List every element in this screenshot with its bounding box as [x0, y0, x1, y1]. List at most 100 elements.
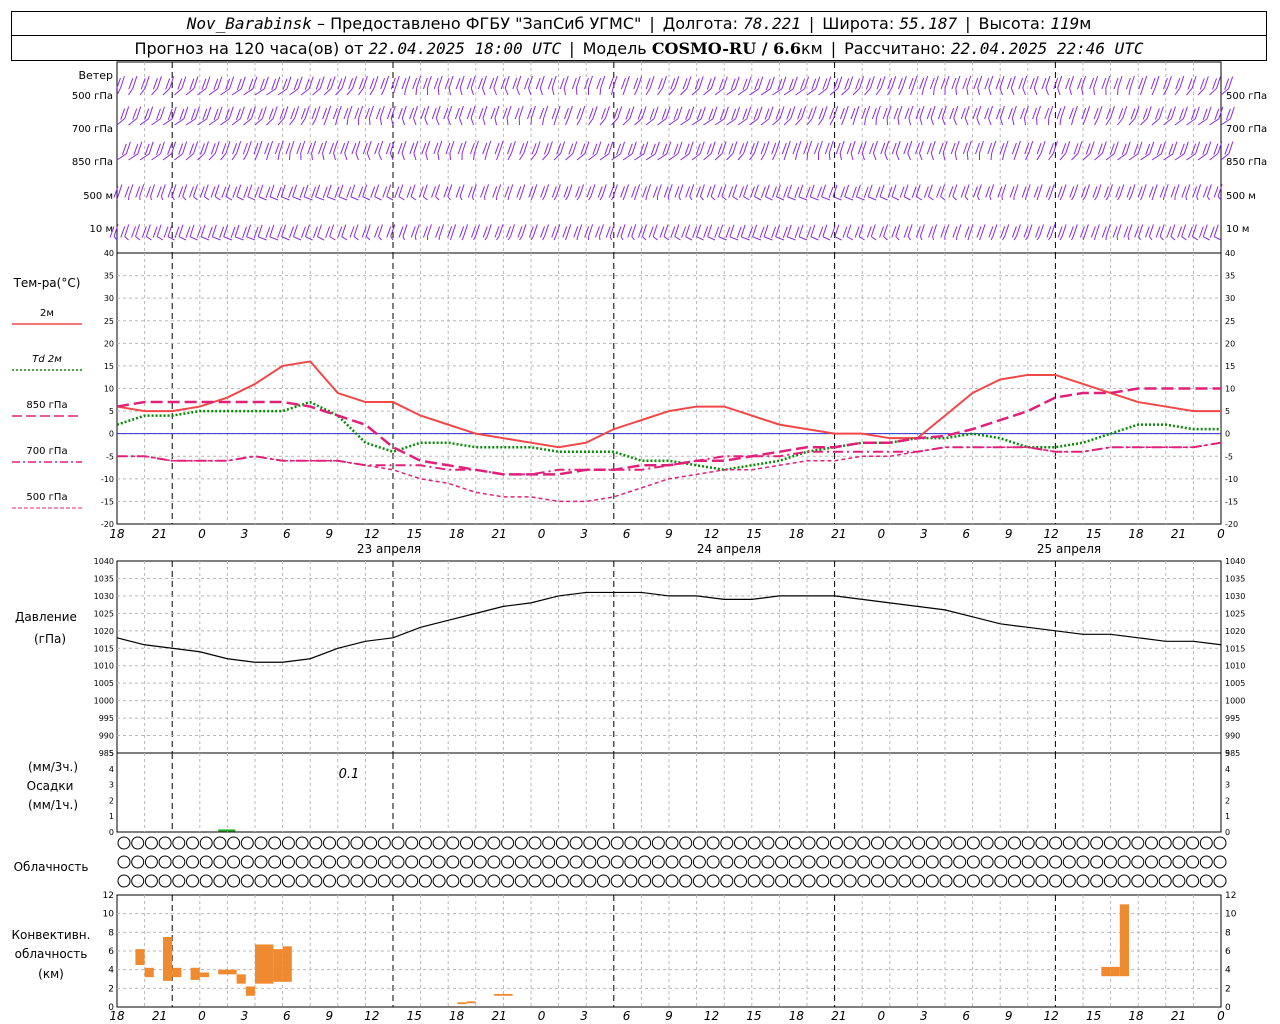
wind-barb-feather — [203, 184, 209, 197]
wind-barb-feather — [1163, 184, 1169, 197]
wind-barb — [864, 76, 875, 96]
wind-barb-feather — [620, 77, 626, 90]
cloud-symbol — [473, 855, 487, 869]
wind-barb — [1197, 106, 1212, 126]
y-tick-label: -15 — [101, 497, 114, 506]
wind-barb-shaft — [1082, 153, 1091, 161]
wind-barb — [1170, 184, 1180, 201]
wind-barb — [116, 141, 131, 161]
cloud-symbol — [323, 874, 336, 888]
cloud-symbol — [912, 855, 926, 869]
wind-barb-feather — [821, 184, 827, 197]
wind-barb-feather — [242, 142, 248, 155]
x-tick-label: 3 — [580, 527, 588, 541]
cloud-symbol — [1186, 855, 1200, 869]
convective-bar — [245, 986, 255, 996]
wind-barb — [512, 75, 522, 96]
wind-title: Ветер — [79, 69, 113, 82]
wind-barb-feather — [929, 77, 935, 90]
wind-barb — [394, 184, 405, 201]
wind-barb — [517, 224, 527, 241]
wind-barb-feather — [953, 105, 959, 119]
wind-barb-feather — [311, 107, 317, 120]
wind-barb-feather — [319, 76, 325, 89]
cloud-symbol — [405, 836, 419, 850]
cloud-symbol — [1158, 874, 1172, 888]
wind-barb-shaft — [884, 152, 888, 161]
convective-bar — [172, 967, 182, 978]
wind-barb — [504, 184, 514, 201]
wind-barb — [506, 140, 516, 161]
wind-barb-feather — [753, 141, 759, 154]
wind-barb-feather — [193, 141, 199, 154]
wind-barb-shaft — [953, 117, 957, 126]
wind-barb-feather — [401, 77, 407, 90]
wind-barb-feather — [850, 140, 856, 154]
wind-barb — [151, 106, 165, 126]
wind-barb-feather — [1159, 186, 1165, 198]
wind-barb-feather — [405, 75, 411, 89]
wind-barb-feather — [167, 143, 173, 155]
wind-barb-feather — [608, 141, 614, 154]
wind-barb — [608, 184, 618, 201]
wind-barb-feather — [1216, 76, 1222, 89]
wind-barb-shaft — [1181, 236, 1187, 241]
x-tick-label: 21 — [492, 527, 507, 541]
wind-barb-feather — [109, 226, 115, 238]
wind-barb-feather — [786, 224, 792, 237]
wind-barb — [1186, 141, 1201, 161]
cloud-symbol — [1090, 855, 1104, 869]
wind-barb — [1033, 184, 1043, 201]
wind-barb — [528, 224, 538, 241]
wind-barb — [668, 106, 683, 126]
wind-barb — [926, 140, 936, 161]
wind-barb — [949, 105, 959, 126]
wind-barb — [1048, 141, 1058, 161]
wind-barb-feather — [710, 184, 716, 197]
wind-barb-shaft — [861, 152, 865, 161]
wind-barb — [841, 76, 854, 96]
wind-barb-shaft — [528, 87, 532, 96]
wind-barb — [390, 75, 400, 96]
wind-barb-feather — [1039, 224, 1044, 237]
wind-barb-shaft — [160, 196, 164, 201]
wind-barb-feather — [563, 107, 569, 120]
wind-barb-feather — [1118, 108, 1124, 120]
wind-barb-shaft — [856, 196, 865, 201]
wind-barb-shaft — [459, 196, 463, 201]
temp-series-line — [116, 360, 1221, 449]
wind-barb-shaft — [519, 236, 523, 241]
y-tick-label: 985 — [99, 749, 114, 758]
wind-barb — [1186, 106, 1200, 126]
wind-barb — [551, 184, 561, 201]
x-tick-label-bottom: 12 — [1044, 1009, 1059, 1023]
wind-barb-feather — [332, 107, 338, 120]
wind-barb-shaft — [588, 117, 594, 126]
wind-barb-feather — [748, 226, 754, 238]
cloud-symbol — [1035, 874, 1049, 888]
wind-barb-feather — [851, 186, 857, 198]
wind-barb-feather — [1021, 186, 1027, 198]
wind-barb-feather — [1060, 105, 1066, 119]
wind-barb-shaft — [378, 152, 382, 161]
wind-barb — [254, 76, 269, 96]
wind-barb-feather — [918, 140, 924, 154]
wind-barb-feather — [232, 186, 238, 198]
cloud-symbol — [172, 855, 186, 869]
cloud-symbol — [898, 836, 912, 850]
x-tick-label-bottom: 21 — [831, 1009, 846, 1023]
wind-barb-feather — [375, 107, 381, 120]
wind-barb — [1094, 141, 1107, 161]
wind-barb — [420, 105, 430, 126]
wind-barb-shaft — [530, 152, 537, 161]
cloud-symbol — [432, 836, 446, 850]
cloud-symbol — [158, 855, 172, 869]
y-tick-label: 8 — [108, 928, 114, 938]
wind-barb-feather — [144, 108, 150, 120]
wind-barb-feather — [445, 142, 451, 155]
y-tick-label: -20 — [101, 520, 114, 529]
x-tick-label-bottom: 12 — [704, 1009, 719, 1023]
wind-barb-shaft — [312, 117, 317, 126]
wind-barb-feather — [757, 106, 763, 119]
wind-barb-feather — [1134, 106, 1140, 119]
